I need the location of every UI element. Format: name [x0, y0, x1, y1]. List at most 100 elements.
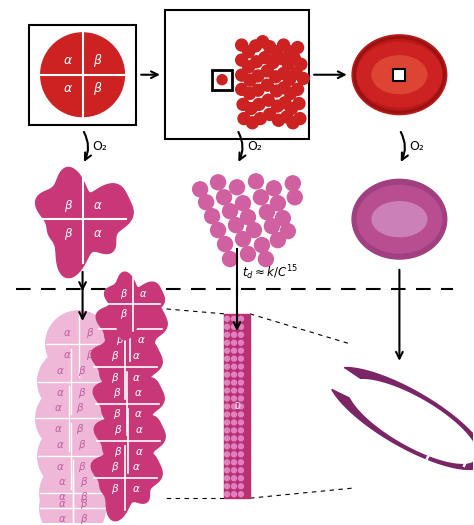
Circle shape [231, 484, 237, 489]
Circle shape [238, 388, 244, 393]
Circle shape [292, 41, 303, 54]
Text: α: α [133, 351, 140, 361]
Text: β: β [80, 477, 87, 487]
Circle shape [284, 88, 297, 100]
Text: O₂: O₂ [410, 141, 424, 153]
Circle shape [225, 452, 229, 457]
Circle shape [225, 324, 229, 329]
Circle shape [287, 117, 299, 129]
Text: β: β [78, 387, 85, 397]
Circle shape [238, 404, 244, 409]
Text: β: β [64, 199, 72, 212]
Circle shape [266, 181, 282, 196]
Circle shape [281, 111, 293, 123]
Polygon shape [36, 385, 101, 452]
Polygon shape [38, 424, 103, 489]
Text: α: α [56, 440, 63, 450]
Circle shape [210, 223, 226, 238]
Text: α: α [136, 425, 143, 435]
Circle shape [243, 61, 255, 73]
Text: β: β [120, 309, 127, 319]
Ellipse shape [372, 202, 427, 237]
Circle shape [238, 356, 244, 361]
Text: β: β [93, 54, 101, 67]
Circle shape [284, 46, 297, 58]
Circle shape [231, 317, 237, 321]
Bar [212, 70, 232, 90]
Text: β: β [111, 373, 118, 383]
Text: α: α [136, 447, 143, 457]
Circle shape [225, 396, 229, 401]
Text: α: α [133, 484, 140, 494]
Text: α: α [54, 403, 61, 413]
Text: α: α [135, 410, 142, 419]
Text: β: β [111, 463, 118, 472]
Circle shape [225, 468, 229, 473]
Text: α: α [58, 477, 65, 487]
Circle shape [285, 102, 298, 114]
Circle shape [279, 97, 291, 109]
Ellipse shape [352, 180, 447, 259]
Text: β: β [120, 289, 127, 299]
Circle shape [225, 332, 229, 337]
Text: β: β [114, 425, 121, 435]
Circle shape [231, 372, 237, 377]
Circle shape [231, 476, 237, 481]
Circle shape [238, 396, 244, 401]
Polygon shape [105, 272, 164, 340]
Circle shape [271, 46, 283, 58]
Circle shape [231, 428, 237, 433]
Circle shape [238, 113, 250, 124]
Circle shape [225, 436, 229, 441]
Circle shape [245, 102, 257, 114]
Circle shape [236, 54, 247, 66]
Circle shape [264, 41, 275, 53]
Circle shape [244, 88, 255, 100]
Circle shape [261, 65, 273, 77]
Text: α: α [133, 463, 140, 472]
Bar [29, 25, 137, 124]
Circle shape [225, 428, 229, 433]
Circle shape [41, 33, 124, 117]
Bar [224, 314, 250, 498]
Circle shape [218, 237, 233, 251]
Circle shape [238, 428, 244, 433]
Circle shape [231, 324, 237, 329]
Circle shape [275, 52, 287, 65]
Polygon shape [46, 311, 111, 376]
Bar [393, 69, 405, 81]
Circle shape [262, 94, 274, 106]
Circle shape [273, 114, 284, 126]
Circle shape [240, 209, 255, 225]
Polygon shape [40, 475, 106, 525]
Circle shape [253, 98, 265, 110]
Circle shape [236, 69, 247, 81]
Polygon shape [332, 368, 474, 469]
Circle shape [238, 324, 244, 329]
Circle shape [244, 74, 256, 86]
Polygon shape [94, 404, 165, 484]
Text: β: β [93, 82, 101, 95]
Circle shape [238, 420, 244, 425]
Circle shape [243, 46, 255, 58]
Text: α: α [140, 289, 146, 299]
Circle shape [248, 174, 264, 189]
Circle shape [254, 190, 268, 205]
Circle shape [217, 190, 231, 205]
Text: β: β [76, 424, 83, 434]
Circle shape [251, 56, 263, 68]
Circle shape [255, 238, 269, 253]
Circle shape [238, 492, 244, 497]
Circle shape [261, 79, 273, 91]
Circle shape [278, 39, 290, 51]
Circle shape [225, 356, 229, 361]
Text: β: β [78, 463, 85, 472]
Circle shape [283, 74, 296, 85]
Circle shape [228, 218, 244, 233]
Polygon shape [91, 329, 162, 409]
Text: β: β [80, 499, 87, 509]
Circle shape [258, 251, 273, 267]
Circle shape [267, 57, 279, 69]
Text: α: α [58, 492, 65, 502]
Text: α: α [56, 387, 63, 397]
